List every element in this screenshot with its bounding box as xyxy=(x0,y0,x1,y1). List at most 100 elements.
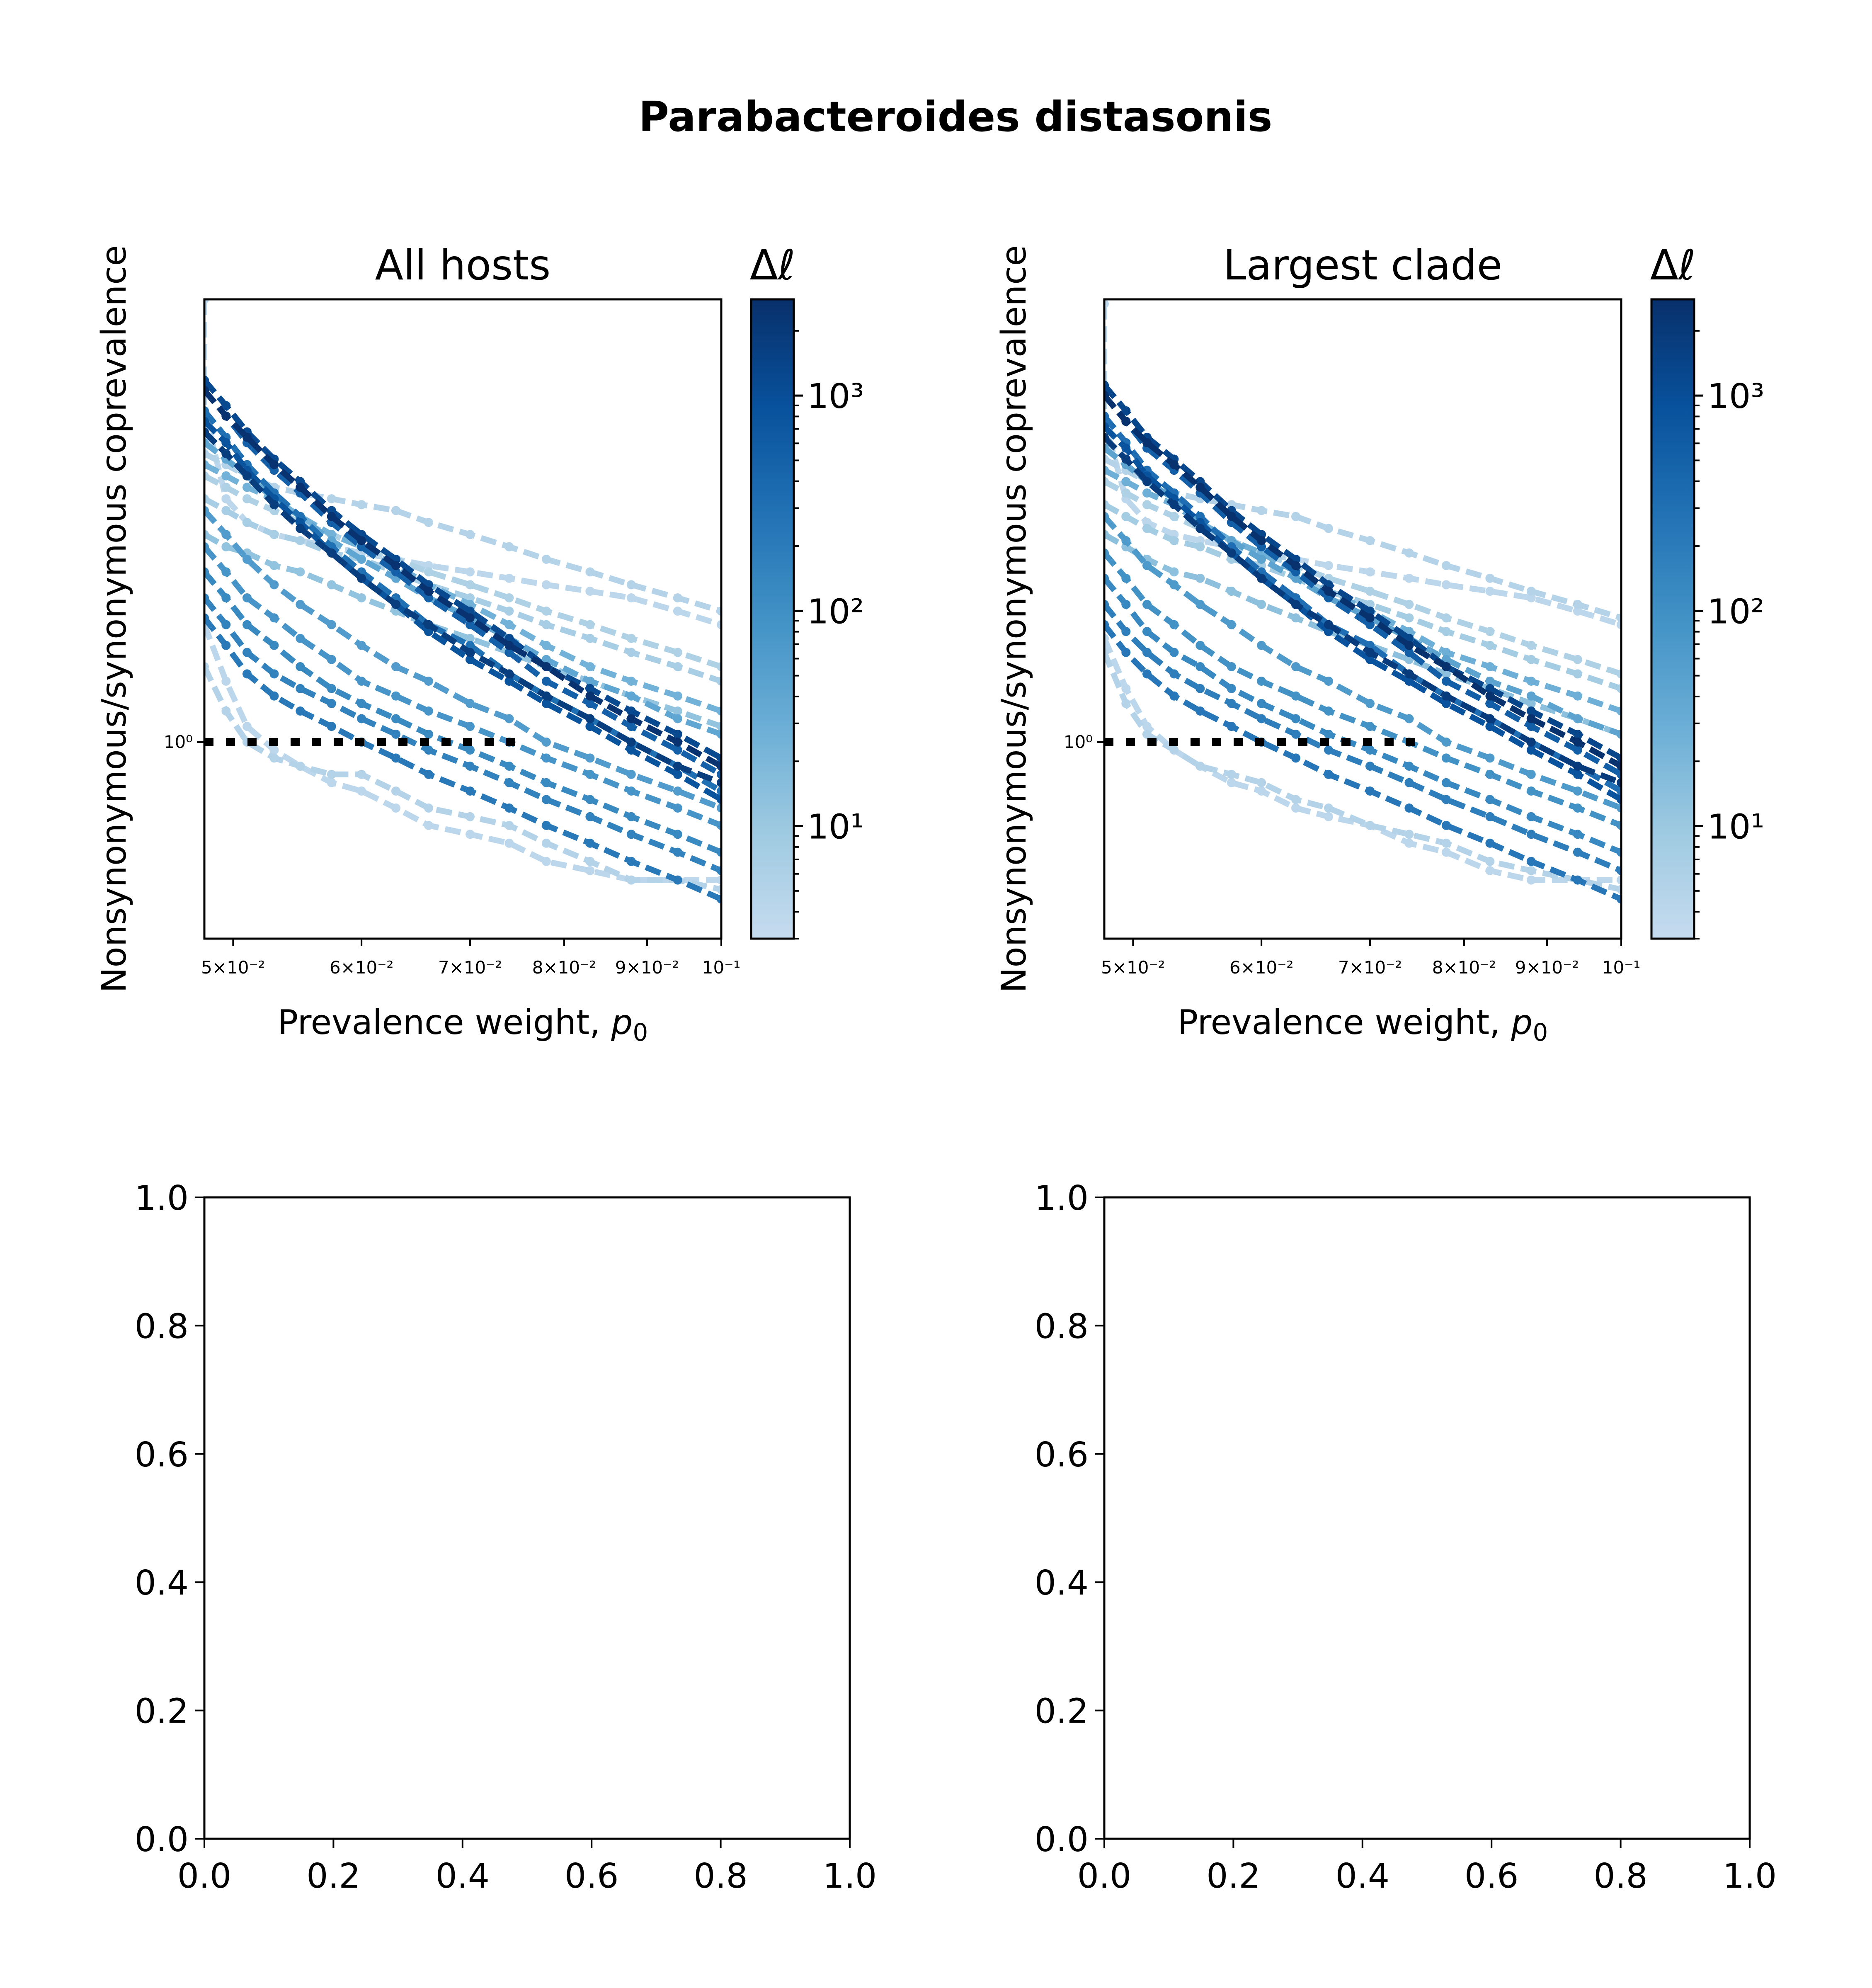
series-point xyxy=(1526,714,1536,723)
series-point xyxy=(204,376,209,385)
series-point xyxy=(585,866,595,875)
series-point xyxy=(466,762,475,771)
series-point xyxy=(269,613,279,623)
series-point xyxy=(626,648,636,657)
series-point xyxy=(1169,669,1179,679)
series-point xyxy=(1617,778,1621,787)
series-point xyxy=(1441,580,1451,590)
x-tick-label: 0.0 xyxy=(1077,1857,1131,1896)
series-point xyxy=(585,714,595,723)
series-point xyxy=(504,573,514,583)
series-point xyxy=(1441,627,1451,636)
series-point xyxy=(221,567,231,577)
series-point xyxy=(391,561,400,570)
series-point xyxy=(466,722,475,731)
series-point xyxy=(717,722,721,731)
series-point xyxy=(1365,820,1375,830)
series-point xyxy=(1257,641,1266,650)
series-point xyxy=(585,838,595,848)
series-point xyxy=(626,706,636,716)
y-tick-label: 1.0 xyxy=(1035,1179,1089,1218)
series-point xyxy=(541,820,551,830)
series-point xyxy=(1121,443,1131,453)
series-point xyxy=(1257,677,1266,686)
series-point xyxy=(466,567,475,577)
series-point xyxy=(673,706,682,716)
series-point xyxy=(1324,677,1333,686)
series-point xyxy=(242,722,252,731)
series-point xyxy=(1121,406,1131,415)
series-point xyxy=(269,745,279,755)
x-tick-label: 0.6 xyxy=(1465,1857,1518,1896)
x-tick-label: 6×10⁻² xyxy=(330,957,393,978)
series-point xyxy=(585,699,595,708)
series-point xyxy=(1441,699,1451,708)
series-point xyxy=(1291,613,1300,623)
series-point xyxy=(1526,769,1536,779)
series-point xyxy=(1365,648,1375,657)
series-line xyxy=(1104,623,1621,902)
series-point xyxy=(1121,573,1131,583)
series-line xyxy=(1104,393,1621,769)
series-point xyxy=(1324,561,1333,570)
series-point xyxy=(327,548,336,558)
series-point xyxy=(1365,745,1375,755)
series-point xyxy=(204,427,209,437)
series-point xyxy=(541,753,551,763)
series-point xyxy=(1365,587,1375,596)
series-point xyxy=(1526,706,1536,716)
series-point xyxy=(1195,483,1205,492)
series-point xyxy=(1573,655,1582,664)
series-point xyxy=(1441,613,1451,623)
series-point xyxy=(1227,722,1236,731)
series-point xyxy=(269,530,279,539)
series-point xyxy=(296,684,305,693)
series-point xyxy=(357,699,366,708)
series-point xyxy=(1257,573,1266,583)
series-point xyxy=(717,762,721,771)
series-point xyxy=(673,847,682,857)
x-axis-label-part: 0 xyxy=(633,1018,648,1046)
series-point xyxy=(1404,838,1414,848)
series-point xyxy=(585,634,595,643)
series-point xyxy=(391,714,400,723)
series-point xyxy=(327,699,336,708)
series-point xyxy=(1195,684,1205,693)
series-point xyxy=(1169,536,1179,545)
panel-title: Largest clade xyxy=(1223,241,1503,289)
series-point xyxy=(204,438,209,447)
colorbar-tick-label: 10¹ xyxy=(1707,808,1764,847)
series-point xyxy=(466,593,475,602)
series-point xyxy=(504,593,514,602)
series-point xyxy=(585,857,595,866)
series-point xyxy=(327,494,336,504)
series-point xyxy=(1404,548,1414,558)
series-point xyxy=(1121,627,1131,636)
series-line xyxy=(1104,456,1621,621)
series-point xyxy=(1617,875,1621,885)
series-point xyxy=(1169,500,1179,510)
series-point xyxy=(1104,530,1109,539)
series-point xyxy=(221,641,231,650)
series-line xyxy=(1104,515,1621,811)
series-point xyxy=(1441,669,1451,679)
series-point xyxy=(1121,512,1131,521)
series-point xyxy=(269,460,279,469)
series-point xyxy=(391,567,400,577)
series-point xyxy=(541,607,551,616)
series-point xyxy=(717,677,721,686)
x-tick-label: 9×10⁻² xyxy=(615,957,679,978)
series-point xyxy=(673,662,682,671)
series-point xyxy=(204,506,209,515)
series-point xyxy=(717,753,721,763)
x-tick-label: 0.2 xyxy=(306,1857,360,1896)
series-point xyxy=(1485,573,1495,583)
series-point xyxy=(466,786,475,796)
colorbar-tick-label: 10¹ xyxy=(807,808,864,847)
series-point xyxy=(1104,454,1109,464)
series-point xyxy=(626,830,636,839)
series-point xyxy=(1121,477,1131,486)
colorbar-tick-label: 10² xyxy=(807,592,864,631)
series-point xyxy=(221,411,231,421)
